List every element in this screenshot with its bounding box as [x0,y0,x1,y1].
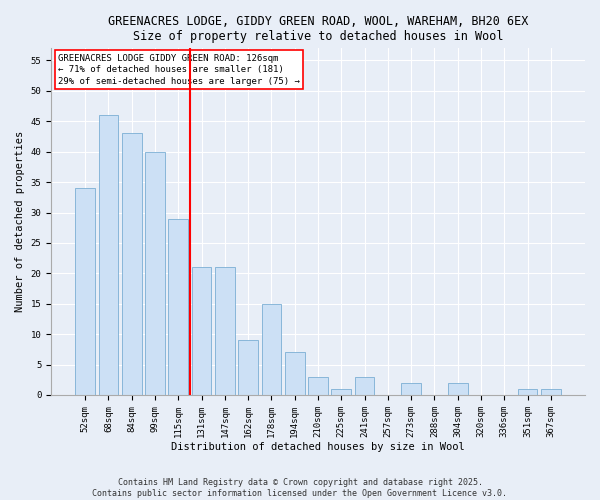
Title: GREENACRES LODGE, GIDDY GREEN ROAD, WOOL, WAREHAM, BH20 6EX
Size of property rel: GREENACRES LODGE, GIDDY GREEN ROAD, WOOL… [108,15,528,43]
Bar [98,115,118,395]
Bar [331,389,351,395]
Bar [355,376,374,395]
Bar [75,188,95,395]
Bar [448,383,467,395]
X-axis label: Distribution of detached houses by size in Wool: Distribution of detached houses by size … [171,442,465,452]
Text: Contains HM Land Registry data © Crown copyright and database right 2025.
Contai: Contains HM Land Registry data © Crown c… [92,478,508,498]
Bar [169,218,188,395]
Bar [285,352,305,395]
Bar [122,134,142,395]
Bar [541,389,561,395]
Bar [401,383,421,395]
Bar [238,340,258,395]
Bar [215,268,235,395]
Y-axis label: Number of detached properties: Number of detached properties [15,131,25,312]
Bar [192,268,211,395]
Bar [308,376,328,395]
Bar [262,304,281,395]
Bar [518,389,538,395]
Bar [145,152,165,395]
Text: GREENACRES LODGE GIDDY GREEN ROAD: 126sqm
← 71% of detached houses are smaller (: GREENACRES LODGE GIDDY GREEN ROAD: 126sq… [58,54,300,86]
